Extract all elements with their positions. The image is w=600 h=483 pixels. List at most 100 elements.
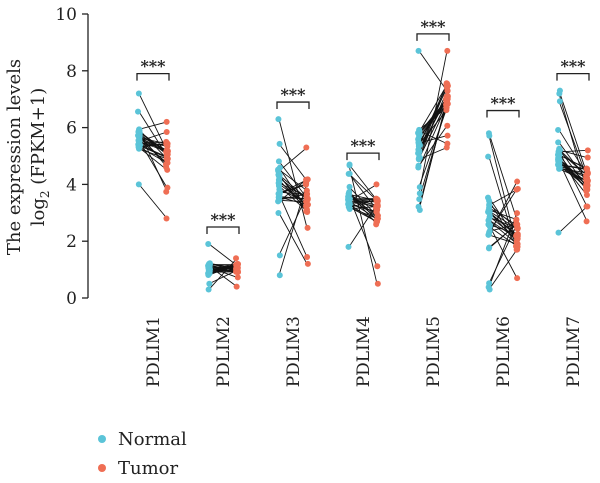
- point-tumor-PDLIM4-29: [374, 196, 381, 203]
- pair-line-PDLIM3-4: [278, 212, 308, 265]
- point-normal-PDLIM3-21: [275, 166, 282, 173]
- y-tick-label-10: 10: [55, 5, 77, 25]
- pair-line-PDLIM1-11: [138, 111, 168, 157]
- pair-line-PDLIM1-19: [138, 133, 168, 155]
- point-normal-PDLIM1-27: [136, 128, 143, 135]
- pair-line-PDLIM4-10: [348, 201, 378, 207]
- point-normal-PDLIM6-24: [485, 231, 492, 238]
- pair-line-PDLIM1-14: [138, 137, 168, 145]
- point-normal-PDLIM4-28: [346, 170, 353, 177]
- point-tumor-PDLIM1-29: [163, 155, 170, 162]
- point-tumor-PDLIM1-23: [164, 184, 171, 191]
- point-tumor-PDLIM6-24: [514, 232, 521, 239]
- point-tumor-PDLIM3-24: [303, 202, 310, 209]
- point-normal-PDLIM6-21: [485, 153, 492, 160]
- x-tick-label-PDLIM2: PDLIM2: [214, 316, 234, 387]
- point-tumor-PDLIM3-29: [303, 187, 310, 194]
- point-tumor-PDLIM5-27: [444, 87, 451, 94]
- point-normal-PDLIM5-26: [415, 203, 422, 210]
- pair-line-PDLIM7-27: [558, 129, 588, 175]
- point-tumor-PDLIM6-29: [514, 243, 521, 250]
- x-tick-label-PDLIM5: PDLIM5: [424, 316, 444, 387]
- bracket-PDLIM3: [276, 101, 310, 110]
- y-axis-label-line1: The expression levels: [4, 59, 25, 255]
- legend-marker-normal: [98, 435, 106, 443]
- point-normal-PDLIM5-29: [416, 154, 423, 161]
- pair-line-PDLIM5-27: [418, 83, 448, 152]
- point-normal-PDLIM3-13: [276, 252, 283, 259]
- pair-line-PDLIM5-26: [418, 101, 448, 207]
- pair-line-PDLIM3-25: [278, 174, 308, 199]
- pair-line-PDLIM4-26: [348, 196, 378, 218]
- pair-line-PDLIM7-28: [558, 165, 588, 188]
- pair-line-PDLIM1-0: [138, 184, 168, 219]
- pair-line-PDLIM3-1: [278, 118, 308, 229]
- point-tumor-PDLIM1-25: [163, 129, 170, 136]
- point-tumor-PDLIM7-23: [584, 177, 591, 184]
- pair-line-PDLIM4-28: [348, 173, 378, 202]
- point-normal-PDLIM2-0: [205, 286, 212, 293]
- pair-line-PDLIM6-29: [488, 216, 518, 229]
- point-tumor-PDLIM3-9: [304, 224, 311, 231]
- pair-line-PDLIM6-17: [488, 210, 518, 230]
- pair-line-PDLIM3-26: [278, 161, 308, 199]
- point-normal-PDLIM1-0: [135, 181, 142, 188]
- point-tumor-PDLIM4-0: [374, 280, 381, 287]
- point-normal-PDLIM5-5: [416, 184, 423, 191]
- pair-line-PDLIM1-1: [138, 93, 168, 152]
- bracket-PDLIM1: [136, 72, 170, 81]
- pair-line-PDLIM5-13: [418, 109, 448, 145]
- category-labels: PDLIM1 PDLIM2 PDLIM3 PDLIM4 PDLIM5 PDLIM6 PDLI…: [144, 316, 584, 387]
- point-normal-PDLIM7-22: [556, 98, 563, 105]
- point-normal-PDLIM6-12: [486, 132, 493, 139]
- x-tick-label-PDLIM1: PDLIM1: [144, 316, 164, 387]
- point-normal-PDLIM1-28: [135, 144, 142, 151]
- point-normal-PDLIM3-26: [275, 158, 282, 165]
- point-normal-PDLIM3-27: [276, 190, 283, 197]
- pair-line-PDLIM2-12: [208, 269, 238, 285]
- pair-line-PDLIM3-14: [278, 193, 308, 258]
- point-tumor-PDLIM2-1: [233, 255, 240, 262]
- bracket-PDLIM5: [416, 33, 450, 41]
- pair-line-PDLIM1-13: [138, 121, 168, 130]
- point-normal-PDLIM6-29: [486, 214, 493, 221]
- pair-line-PDLIM3-24: [278, 143, 308, 182]
- point-normal-PDLIM6-20: [485, 245, 492, 252]
- pair-line-PDLIM6-26: [488, 207, 518, 226]
- pair-line-PDLIM7-1: [558, 90, 588, 174]
- point-tumor-PDLIM6-28: [514, 225, 521, 232]
- point-normal-PDLIM5-21: [416, 190, 423, 197]
- point-tumor-PDLIM6-16: [513, 216, 520, 223]
- bracket-PDLIM7: [556, 72, 590, 81]
- pair-line-PDLIM6-19: [488, 188, 518, 233]
- point-normal-PDLIM5-27: [416, 148, 423, 155]
- point-tumor-PDLIM5-19: [444, 122, 451, 129]
- pair-line-PDLIM2-0: [208, 257, 238, 290]
- pair-line-PDLIM4-27: [348, 192, 378, 225]
- pair-line-PDLIM5-20: [418, 130, 448, 145]
- point-normal-PDLIM3-24: [276, 140, 283, 147]
- y-axis: 0 2 4 6 8 10: [55, 5, 89, 309]
- point-tumor-PDLIM5-1: [444, 47, 451, 54]
- pair-line-PDLIM5-16: [418, 103, 448, 168]
- point-normal-PDLIM3-29: [275, 198, 282, 205]
- point-normal-PDLIM5-16: [415, 164, 422, 171]
- significance-PDLIM7: ***: [560, 57, 586, 76]
- point-tumor-PDLIM2-0: [233, 283, 240, 290]
- x-tick-label-PDLIM6: PDLIM6: [494, 316, 514, 387]
- point-tumor-PDLIM7-28: [584, 169, 591, 176]
- significance-PDLIM5: ***: [420, 17, 446, 36]
- point-normal-PDLIM5-9: [416, 196, 423, 203]
- pair-line-PDLIM4-9: [348, 194, 378, 201]
- point-tumor-PDLIM5-29: [443, 98, 450, 105]
- y-axis-label-log: log: [28, 198, 49, 226]
- pair-line-PDLIM1-28: [138, 147, 168, 171]
- x-tick-label-PDLIM7: PDLIM7: [564, 316, 584, 387]
- point-normal-PDLIM5-23: [416, 126, 423, 133]
- significance-brackets: *** *** *** *** *** *** ***: [136, 17, 590, 234]
- pair-line-PDLIM7-29: [558, 150, 588, 207]
- pair-line-PDLIM3-27: [278, 184, 308, 194]
- point-tumor-PDLIM2-29: [233, 262, 240, 269]
- y-tick-label-8: 8: [66, 62, 77, 82]
